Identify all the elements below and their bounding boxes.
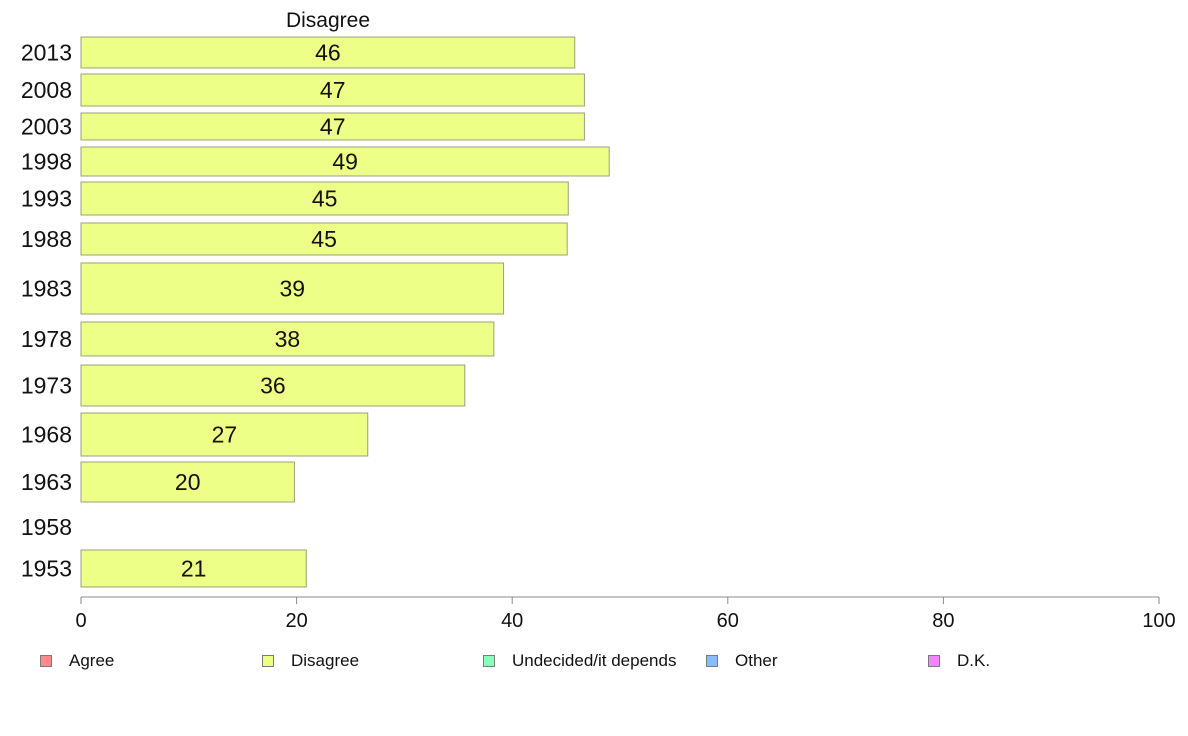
y-tick-label: 1968: [21, 422, 72, 448]
chart-title: Disagree: [286, 9, 370, 32]
x-tick-label: 60: [717, 610, 739, 632]
bar: [80, 146, 610, 177]
legend-item-undecided: Undecided/it depends: [483, 648, 676, 674]
y-tick-label: 1993: [21, 186, 72, 212]
bar: [80, 364, 466, 407]
y-tick-label: 1963: [21, 469, 72, 495]
y-tick-label: 1958: [21, 514, 72, 540]
bar: [80, 181, 569, 216]
bar: [80, 73, 585, 107]
data-label: 38: [275, 326, 301, 352]
y-tick-label: 1988: [21, 226, 72, 252]
data-label: 36: [260, 373, 286, 399]
legend-item-dk: D.K.: [928, 648, 990, 674]
legend-swatch: [928, 655, 940, 667]
data-label: 45: [312, 186, 338, 212]
y-tick-label: 1983: [21, 276, 72, 302]
bar: [80, 461, 295, 503]
x-axis: 0 20 40 60 80 100: [75, 596, 1176, 632]
legend-label: Disagree: [291, 651, 360, 670]
legend-label: Other: [735, 651, 778, 670]
bar: [80, 222, 568, 256]
legend-label: D.K.: [957, 651, 991, 670]
data-label: 47: [320, 114, 346, 140]
legend-label: Undecided/it depends: [512, 651, 677, 670]
x-tick-label: 80: [932, 610, 954, 632]
x-tick-label: 40: [501, 610, 523, 632]
y-tick-label: 1953: [21, 556, 72, 582]
data-label: 49: [332, 149, 358, 175]
data-label: 27: [212, 422, 238, 448]
y-tick-label: 1973: [21, 373, 72, 399]
bar: [80, 321, 495, 357]
legend-label: Agree: [69, 651, 115, 670]
legend-swatch: [483, 655, 495, 667]
legend: Agree Disagree Undecided/it depends Othe…: [0, 648, 1188, 674]
x-tick-label: 100: [1142, 610, 1175, 632]
legend-item-disagree: Disagree: [262, 648, 359, 674]
x-tick-label: 0: [75, 610, 86, 632]
legend-swatch: [706, 655, 718, 667]
bars-layer: 2013 46 2008 47 2003 47 1998 49 1993 45 1988 45 1983…: [21, 36, 610, 588]
bar: [80, 412, 369, 457]
y-tick-label: 1978: [21, 326, 72, 352]
legend-item-other: Other: [706, 648, 778, 674]
data-label: 20: [175, 469, 201, 495]
y-tick-label: 1998: [21, 149, 72, 175]
data-label: 39: [279, 276, 305, 302]
x-tick-label: 20: [285, 610, 307, 632]
y-tick-label: 2013: [21, 40, 72, 66]
legend-swatch: [262, 655, 274, 667]
data-label: 45: [311, 226, 337, 252]
legend-swatch: [40, 655, 52, 667]
bar: [80, 36, 576, 69]
data-label: 21: [181, 556, 207, 582]
legend-item-agree: Agree: [40, 648, 114, 674]
bar: [80, 549, 307, 588]
bar: [80, 262, 505, 315]
data-label: 46: [315, 40, 341, 66]
y-tick-label: 2003: [21, 114, 72, 140]
y-tick-label: 2008: [21, 77, 72, 103]
data-label: 47: [320, 77, 346, 103]
bar: [80, 112, 585, 141]
bar-chart: Disagree 2013 46 2008 47 2003 47 1998 49 1993 45 1…: [21, 9, 1176, 632]
